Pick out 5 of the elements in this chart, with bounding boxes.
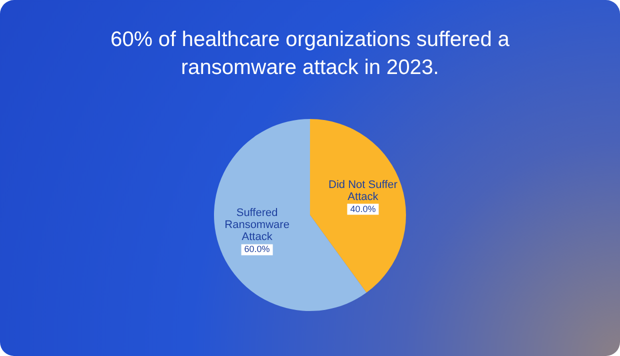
slice-label: Suffered Ransomware Attack	[224, 207, 290, 244]
chart-title: 60% of healthcare organizations suffered a ransomware attack in 2023.	[110, 27, 510, 81]
data-label: 40.0%	[350, 204, 376, 214]
data-label: 60.0%	[244, 244, 270, 254]
slice-label: Did Not Suffer Attack	[328, 178, 398, 203]
